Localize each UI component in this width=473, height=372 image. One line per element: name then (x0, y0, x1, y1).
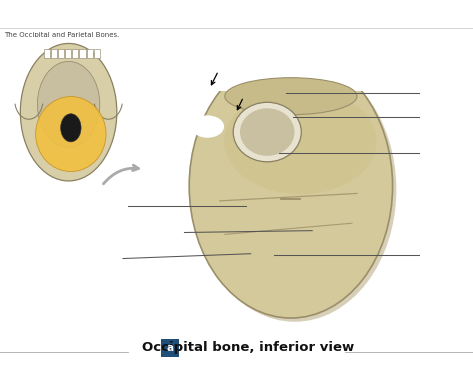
Bar (12, 37, 125, 193)
Ellipse shape (189, 54, 393, 318)
Text: The Occipital and Parietal Bones.: The Occipital and Parietal Bones. (4, 32, 119, 38)
Ellipse shape (35, 97, 106, 171)
Bar (58, 49, 64, 58)
Bar (94, 49, 100, 58)
Ellipse shape (233, 102, 301, 162)
FancyBboxPatch shape (161, 339, 179, 357)
Bar (79, 49, 86, 58)
Bar (51, 49, 57, 58)
Bar (189, 45, 393, 91)
Ellipse shape (240, 108, 295, 156)
Bar (44, 49, 50, 58)
Bar (65, 49, 71, 58)
Ellipse shape (225, 78, 357, 115)
Ellipse shape (191, 115, 224, 138)
Ellipse shape (224, 89, 377, 194)
Ellipse shape (37, 61, 100, 147)
Text: Occipital bone, inferior view: Occipital bone, inferior view (142, 341, 354, 354)
Ellipse shape (61, 114, 81, 142)
Text: a: a (166, 343, 174, 353)
Bar (72, 49, 79, 58)
Bar (87, 49, 93, 58)
Ellipse shape (20, 44, 117, 181)
Ellipse shape (193, 58, 396, 322)
